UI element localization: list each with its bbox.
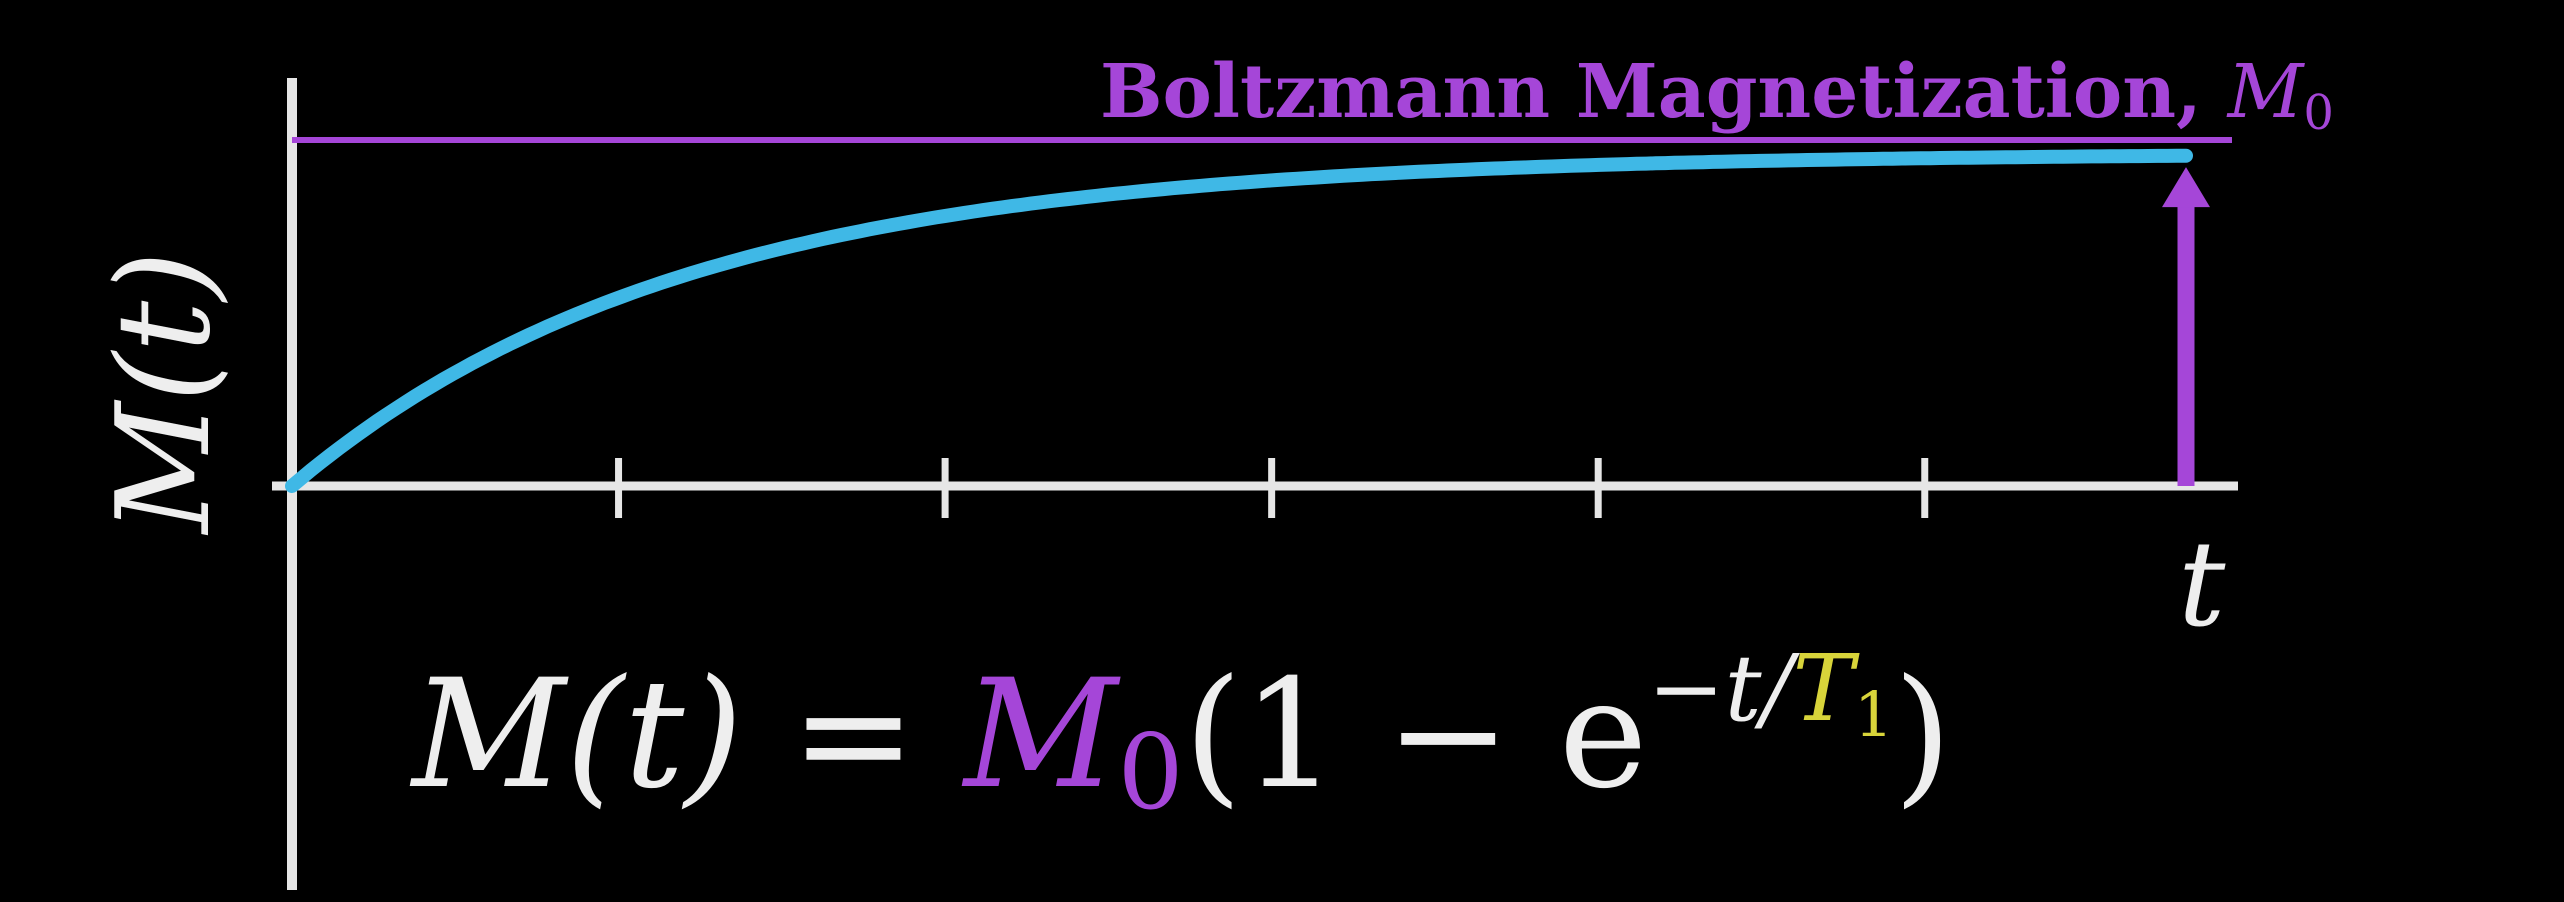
equation: M(t) = M0(1 − e−t/T1) (409, 635, 1952, 833)
equation-t1-symbol: T (1793, 635, 1860, 742)
magnetization-arrow (2162, 167, 2210, 486)
asymptote-label-subscript: 0 (2303, 85, 2334, 141)
asymptote-label-text: Boltzmann Magnetization, (1100, 49, 2228, 135)
equation-t1-subscript: 1 (1854, 678, 1893, 751)
equation-m0-symbol: M (961, 648, 1121, 822)
x-axis-label: t (2178, 515, 2226, 653)
equation-m0-subscript: 0 (1118, 711, 1184, 833)
equation-exponent: −t/ (1648, 635, 1801, 742)
magnetization-curve (285, 148, 2193, 493)
x-axis-ticks (615, 458, 1929, 518)
arrow-head (2162, 167, 2210, 208)
asymptote-label-symbol: M (2226, 49, 2306, 135)
asymptote-label: Boltzmann Magnetization, M0 (1100, 49, 2334, 141)
y-axis-label: M(t) (90, 251, 239, 535)
equation-close: ) (1893, 648, 1952, 822)
equation-lhs: M(t) = (409, 648, 964, 822)
equation-open: (1 − e (1184, 648, 1648, 822)
